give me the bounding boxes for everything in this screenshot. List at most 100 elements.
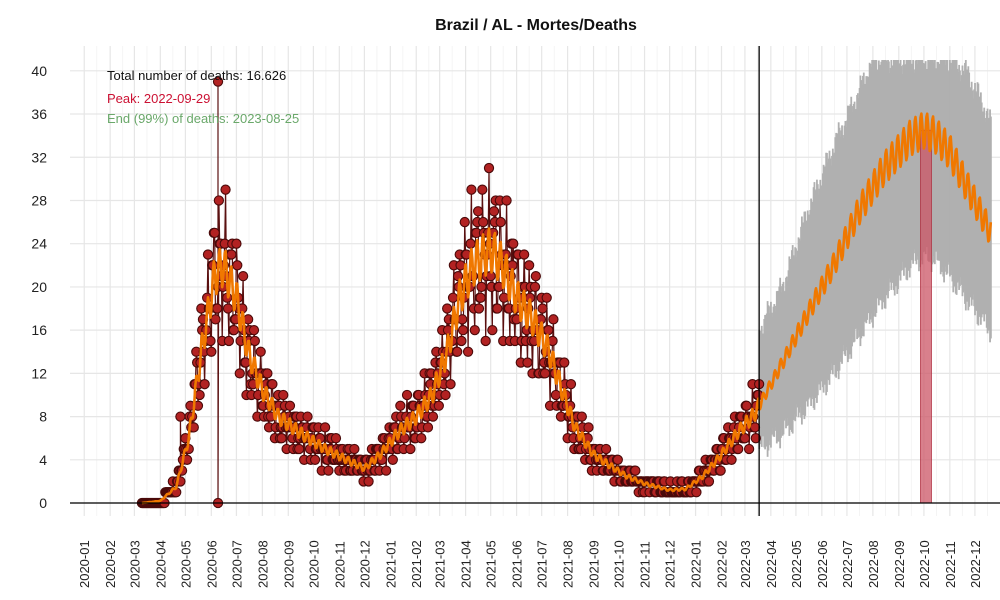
observed-point bbox=[457, 314, 468, 325]
y-tick-label: 20 bbox=[31, 279, 47, 295]
observed-point bbox=[715, 465, 726, 476]
observed-point bbox=[440, 389, 451, 401]
observed-point bbox=[523, 260, 535, 271]
observed-point bbox=[749, 422, 761, 433]
observed-point bbox=[630, 465, 641, 476]
observed-point bbox=[466, 184, 477, 195]
observed-point bbox=[405, 443, 416, 455]
y-tick-label: 32 bbox=[31, 149, 47, 165]
observed-point bbox=[387, 454, 398, 465]
observed-point bbox=[550, 389, 562, 401]
observed-point bbox=[223, 335, 235, 347]
y-tick-label: 40 bbox=[31, 63, 47, 79]
observed-point bbox=[202, 249, 214, 260]
observed-point bbox=[222, 303, 234, 314]
observed-point bbox=[726, 454, 737, 465]
trend-series bbox=[141, 112, 993, 505]
x-tick-label: 2022-05 bbox=[789, 540, 804, 588]
y-tick-label: 16 bbox=[31, 322, 47, 338]
observed-point bbox=[495, 216, 506, 228]
x-tick-label: 2021-08 bbox=[561, 540, 576, 588]
observed-point bbox=[401, 389, 413, 401]
observed-point bbox=[452, 346, 463, 357]
x-tick-label: 2021-02 bbox=[409, 540, 424, 588]
observed-point bbox=[248, 324, 260, 336]
observed-point bbox=[284, 400, 296, 411]
x-tick-label: 2020-10 bbox=[306, 540, 321, 588]
y-tick-label: 8 bbox=[39, 409, 47, 425]
y-tick-labels: 0 4 8 12 16 20 24 28 32 36 40 bbox=[31, 63, 47, 511]
observed-point bbox=[565, 379, 577, 390]
observed-point bbox=[234, 368, 245, 379]
observed-point bbox=[465, 238, 476, 249]
observed-point bbox=[469, 324, 480, 336]
observed-point bbox=[199, 379, 210, 390]
peak-band-rect bbox=[920, 129, 932, 504]
observed-point bbox=[175, 411, 186, 422]
observed-point bbox=[349, 443, 360, 455]
observed-point bbox=[501, 195, 512, 206]
annotation-total: Total number of deaths: 16.626 bbox=[107, 68, 286, 83]
observed-point bbox=[477, 216, 489, 228]
observed-point bbox=[416, 433, 427, 444]
x-tick-label: 2020-08 bbox=[255, 540, 270, 588]
x-tick-label: 2022-03 bbox=[738, 540, 753, 588]
x-tick-label: 2020-05 bbox=[178, 540, 193, 588]
x-tick-label: 2021-09 bbox=[587, 540, 602, 588]
observed-point bbox=[278, 389, 289, 401]
x-tick-label: 2020-07 bbox=[229, 540, 244, 588]
x-tick-label: 2022-04 bbox=[764, 540, 779, 588]
x-tick-label: 2020-04 bbox=[153, 540, 168, 588]
observed-point bbox=[480, 335, 491, 347]
x-tick-label: 2020-12 bbox=[357, 540, 372, 588]
x-tick-label: 2020-06 bbox=[204, 540, 219, 588]
observed-point bbox=[330, 433, 342, 444]
observed-point bbox=[472, 206, 484, 217]
observed-point bbox=[492, 303, 503, 314]
observed-point bbox=[210, 314, 221, 325]
observed-point bbox=[537, 303, 548, 314]
x-tick-label: 2022-07 bbox=[840, 540, 855, 588]
observed-point bbox=[427, 411, 439, 422]
observed-point bbox=[475, 292, 486, 303]
x-tick-label: 2020-02 bbox=[103, 540, 118, 588]
x-tick-label: 2020-09 bbox=[281, 540, 296, 588]
x-tick-label: 2021-11 bbox=[638, 541, 653, 588]
y-tick-label: 24 bbox=[31, 236, 47, 252]
observed-point bbox=[422, 422, 434, 433]
observed-point bbox=[206, 346, 217, 357]
observed-point bbox=[231, 238, 242, 249]
y-tick-label: 0 bbox=[39, 495, 47, 511]
observed-point bbox=[691, 487, 702, 498]
observed-point bbox=[750, 433, 761, 444]
observed-point bbox=[267, 379, 278, 390]
observed-point bbox=[226, 249, 237, 260]
observed-point bbox=[309, 454, 321, 465]
observed-point bbox=[487, 324, 498, 336]
x-tick-label: 2021-05 bbox=[484, 540, 499, 588]
observed-point bbox=[456, 335, 467, 347]
observed-point bbox=[473, 303, 485, 314]
x-tick-label: 2020-03 bbox=[127, 540, 142, 588]
observed-point bbox=[262, 368, 273, 379]
observed-point bbox=[213, 195, 225, 206]
trend-line bbox=[141, 112, 993, 505]
observed-point bbox=[539, 368, 551, 379]
observed-point bbox=[363, 476, 374, 487]
observed-point bbox=[462, 346, 474, 357]
peak-band bbox=[920, 129, 932, 504]
annotation-end: End (99%) of deaths: 2023-08-25 bbox=[107, 111, 299, 126]
observed-point bbox=[380, 465, 392, 476]
observed-point bbox=[276, 433, 287, 444]
observed-point bbox=[445, 379, 456, 390]
x-tick-label: 2022-12 bbox=[968, 540, 983, 588]
y-tick-label: 36 bbox=[31, 106, 47, 122]
x-tick-label: 2021-01 bbox=[383, 540, 398, 588]
observed-point bbox=[508, 238, 519, 249]
x-tick-label: 2022-11 bbox=[943, 541, 958, 588]
observed-point bbox=[220, 184, 231, 195]
x-tick-label: 2021-12 bbox=[663, 540, 678, 588]
observed-point bbox=[302, 411, 313, 422]
observed-point bbox=[543, 324, 554, 336]
observed-point bbox=[212, 303, 223, 314]
